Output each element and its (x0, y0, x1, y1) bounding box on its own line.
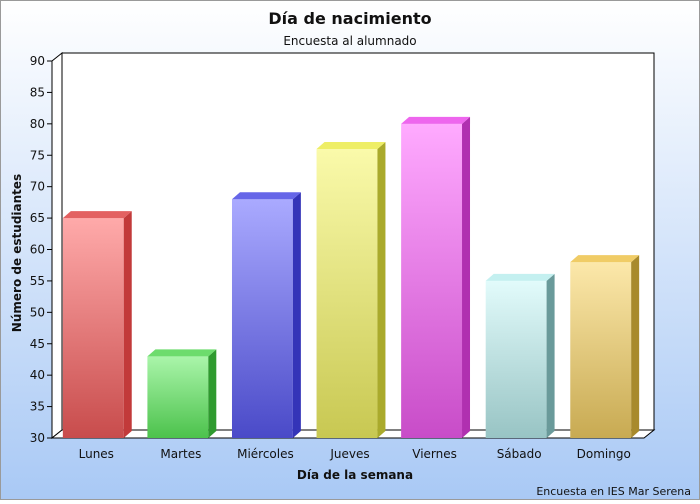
y-tick-label: 75 (30, 148, 45, 162)
y-tick-label: 35 (30, 400, 45, 414)
bar-top (231, 192, 301, 200)
chart-subtitle: Encuesta al alumnado (283, 34, 416, 48)
x-axis-label: Día de la semana (297, 468, 413, 482)
bar-jueves (316, 141, 386, 438)
bar-top (147, 349, 217, 357)
y-tick-label: 40 (30, 368, 45, 382)
bar-top (62, 211, 132, 219)
y-tick-label: 65 (30, 211, 45, 225)
y-tick-label: 50 (30, 305, 45, 319)
y-axis-label: Número de estudiantes (10, 174, 24, 332)
bar-side (631, 255, 640, 438)
y-tick-label: 90 (30, 54, 45, 68)
bar-front (62, 218, 124, 438)
bar-side (377, 141, 386, 438)
bar-front (316, 148, 378, 438)
bar-side (292, 192, 301, 438)
y-tick-label: 45 (30, 337, 45, 351)
bar-front (231, 199, 293, 438)
bar-lunes (62, 211, 132, 438)
y-tick-label: 55 (30, 274, 45, 288)
y-tick-label: 60 (30, 243, 45, 257)
bar-front (147, 356, 209, 438)
x-tick-label: Martes (160, 447, 201, 461)
y-tick-label: 70 (30, 180, 45, 194)
bar-side (462, 116, 471, 438)
x-tick-label: Lunes (79, 447, 114, 461)
bar-side (546, 273, 555, 438)
bar-martes (147, 349, 217, 438)
y-tick-label: 80 (30, 117, 45, 131)
x-tick-label: Miércoles (237, 447, 294, 461)
bar-front (401, 123, 463, 438)
x-tick-label: Jueves (329, 447, 369, 461)
bar-miércoles (231, 192, 301, 438)
bar-domingo (570, 255, 640, 438)
x-tick-label: Domingo (577, 447, 631, 461)
bar-side (208, 349, 217, 438)
chart-footer: Encuesta en IES Mar Serena (536, 485, 691, 498)
bar-viernes (401, 116, 471, 438)
bar-top (570, 255, 640, 263)
bar-side (123, 211, 132, 438)
x-tick-label: Sábado (497, 447, 542, 461)
bar-top (485, 273, 555, 281)
bar-top (316, 141, 386, 149)
chart-title: Día de nacimiento (268, 9, 431, 28)
x-tick-label: Viernes (412, 447, 457, 461)
y-tick-label: 30 (30, 431, 45, 445)
bar-front (485, 280, 547, 438)
bar-front (570, 262, 632, 438)
y-tick-label: 85 (30, 85, 45, 99)
bar-top (401, 116, 471, 124)
bar-sábado (485, 273, 555, 438)
plot-left-wall (51, 51, 63, 440)
